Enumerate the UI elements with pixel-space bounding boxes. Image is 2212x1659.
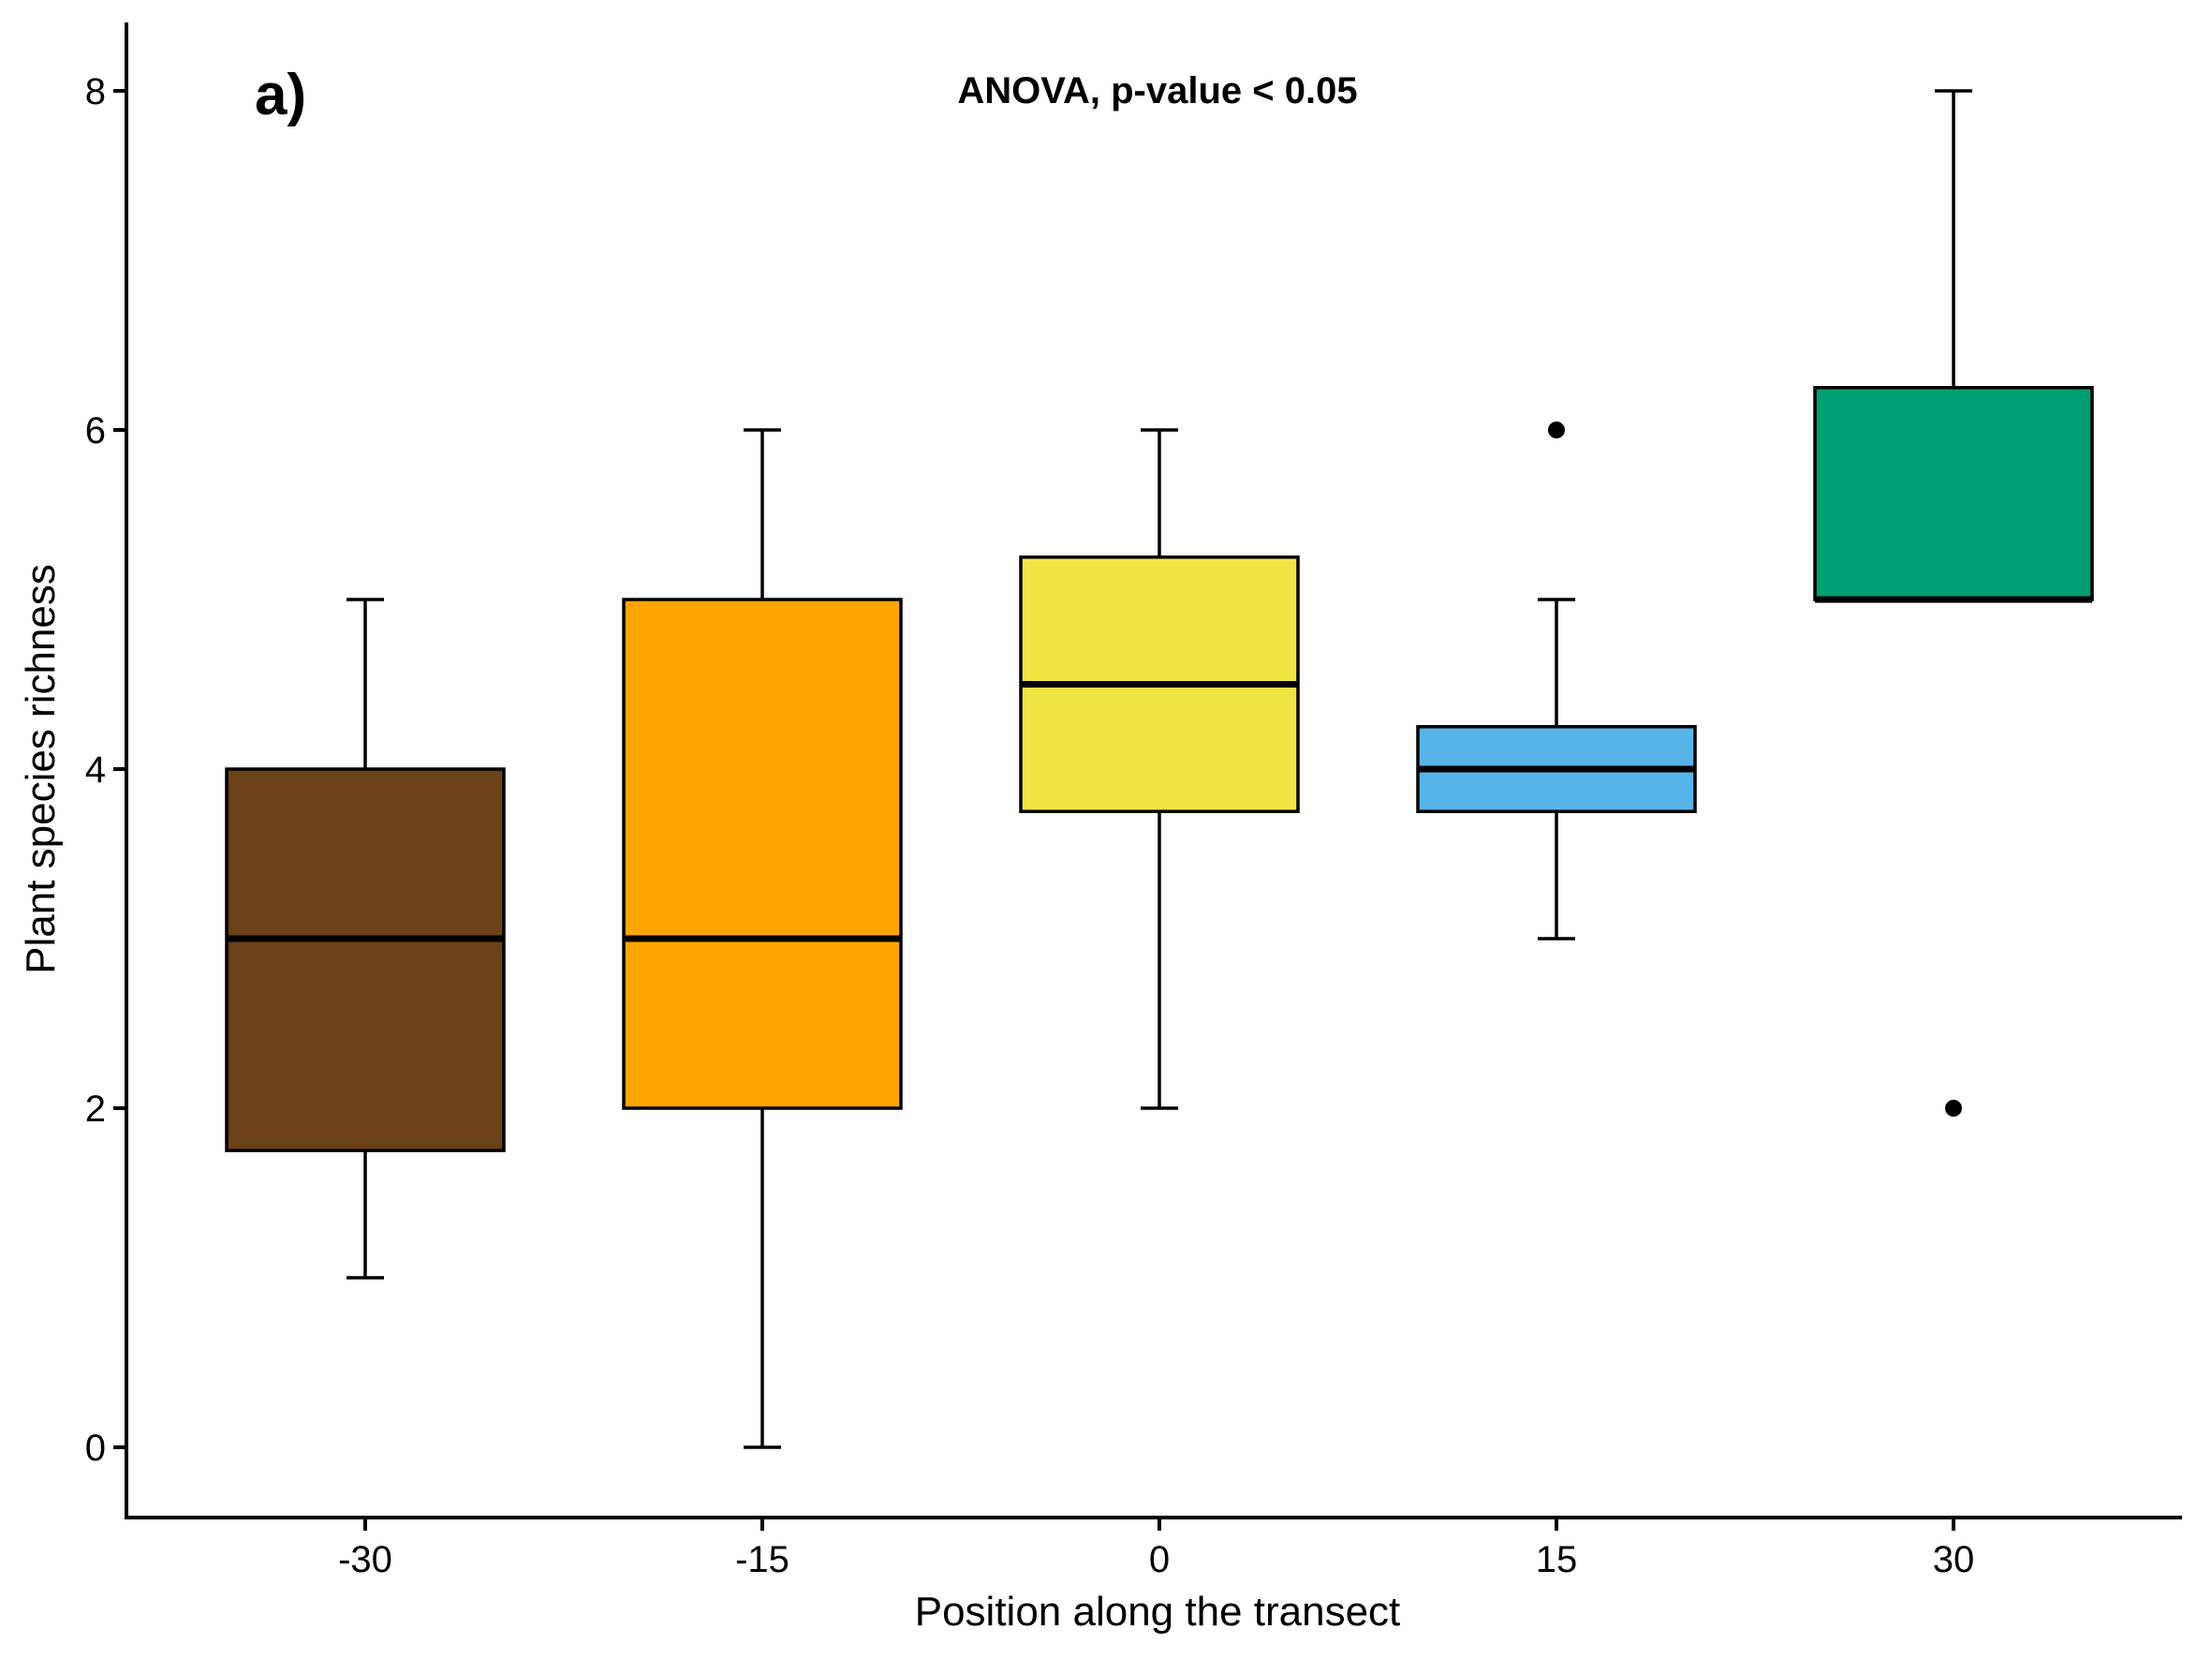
y-axis-ticks: 0 2 4 6 8 xyxy=(85,71,126,1469)
x-tick-label: 30 xyxy=(1933,1539,1975,1580)
x-axis-ticks: -30 -15 0 15 30 xyxy=(338,1518,1974,1580)
box-group--30 xyxy=(225,598,506,1280)
x-tick-label: 15 xyxy=(1536,1539,1578,1580)
box-group-0 xyxy=(1019,428,1300,1110)
box-group-15 xyxy=(1416,422,1697,941)
box-group-30 xyxy=(1813,89,2094,1117)
panel-label: a) xyxy=(255,63,306,127)
plot-area xyxy=(225,89,2094,1449)
x-tick-label: -15 xyxy=(735,1539,789,1580)
anova-annotation: ANOVA, p-value < 0.05 xyxy=(957,70,1357,111)
outlier-point xyxy=(1945,1100,1962,1117)
box-iqr xyxy=(225,767,506,1152)
outlier-point xyxy=(1548,422,1565,438)
x-axis-title: Position along the transect xyxy=(915,1589,1401,1635)
x-tick-label: -30 xyxy=(338,1539,392,1580)
y-tick-label: 8 xyxy=(85,71,106,112)
y-tick-label: 2 xyxy=(85,1089,106,1130)
y-tick-label: 6 xyxy=(85,410,106,452)
box-group--15 xyxy=(622,428,903,1449)
x-tick-label: 0 xyxy=(1149,1539,1170,1580)
y-axis-title: Plant species richness xyxy=(18,564,64,974)
box-iqr xyxy=(1813,386,2094,601)
y-tick-label: 0 xyxy=(85,1428,106,1469)
box-iqr xyxy=(622,598,903,1110)
y-tick-label: 4 xyxy=(85,749,106,791)
